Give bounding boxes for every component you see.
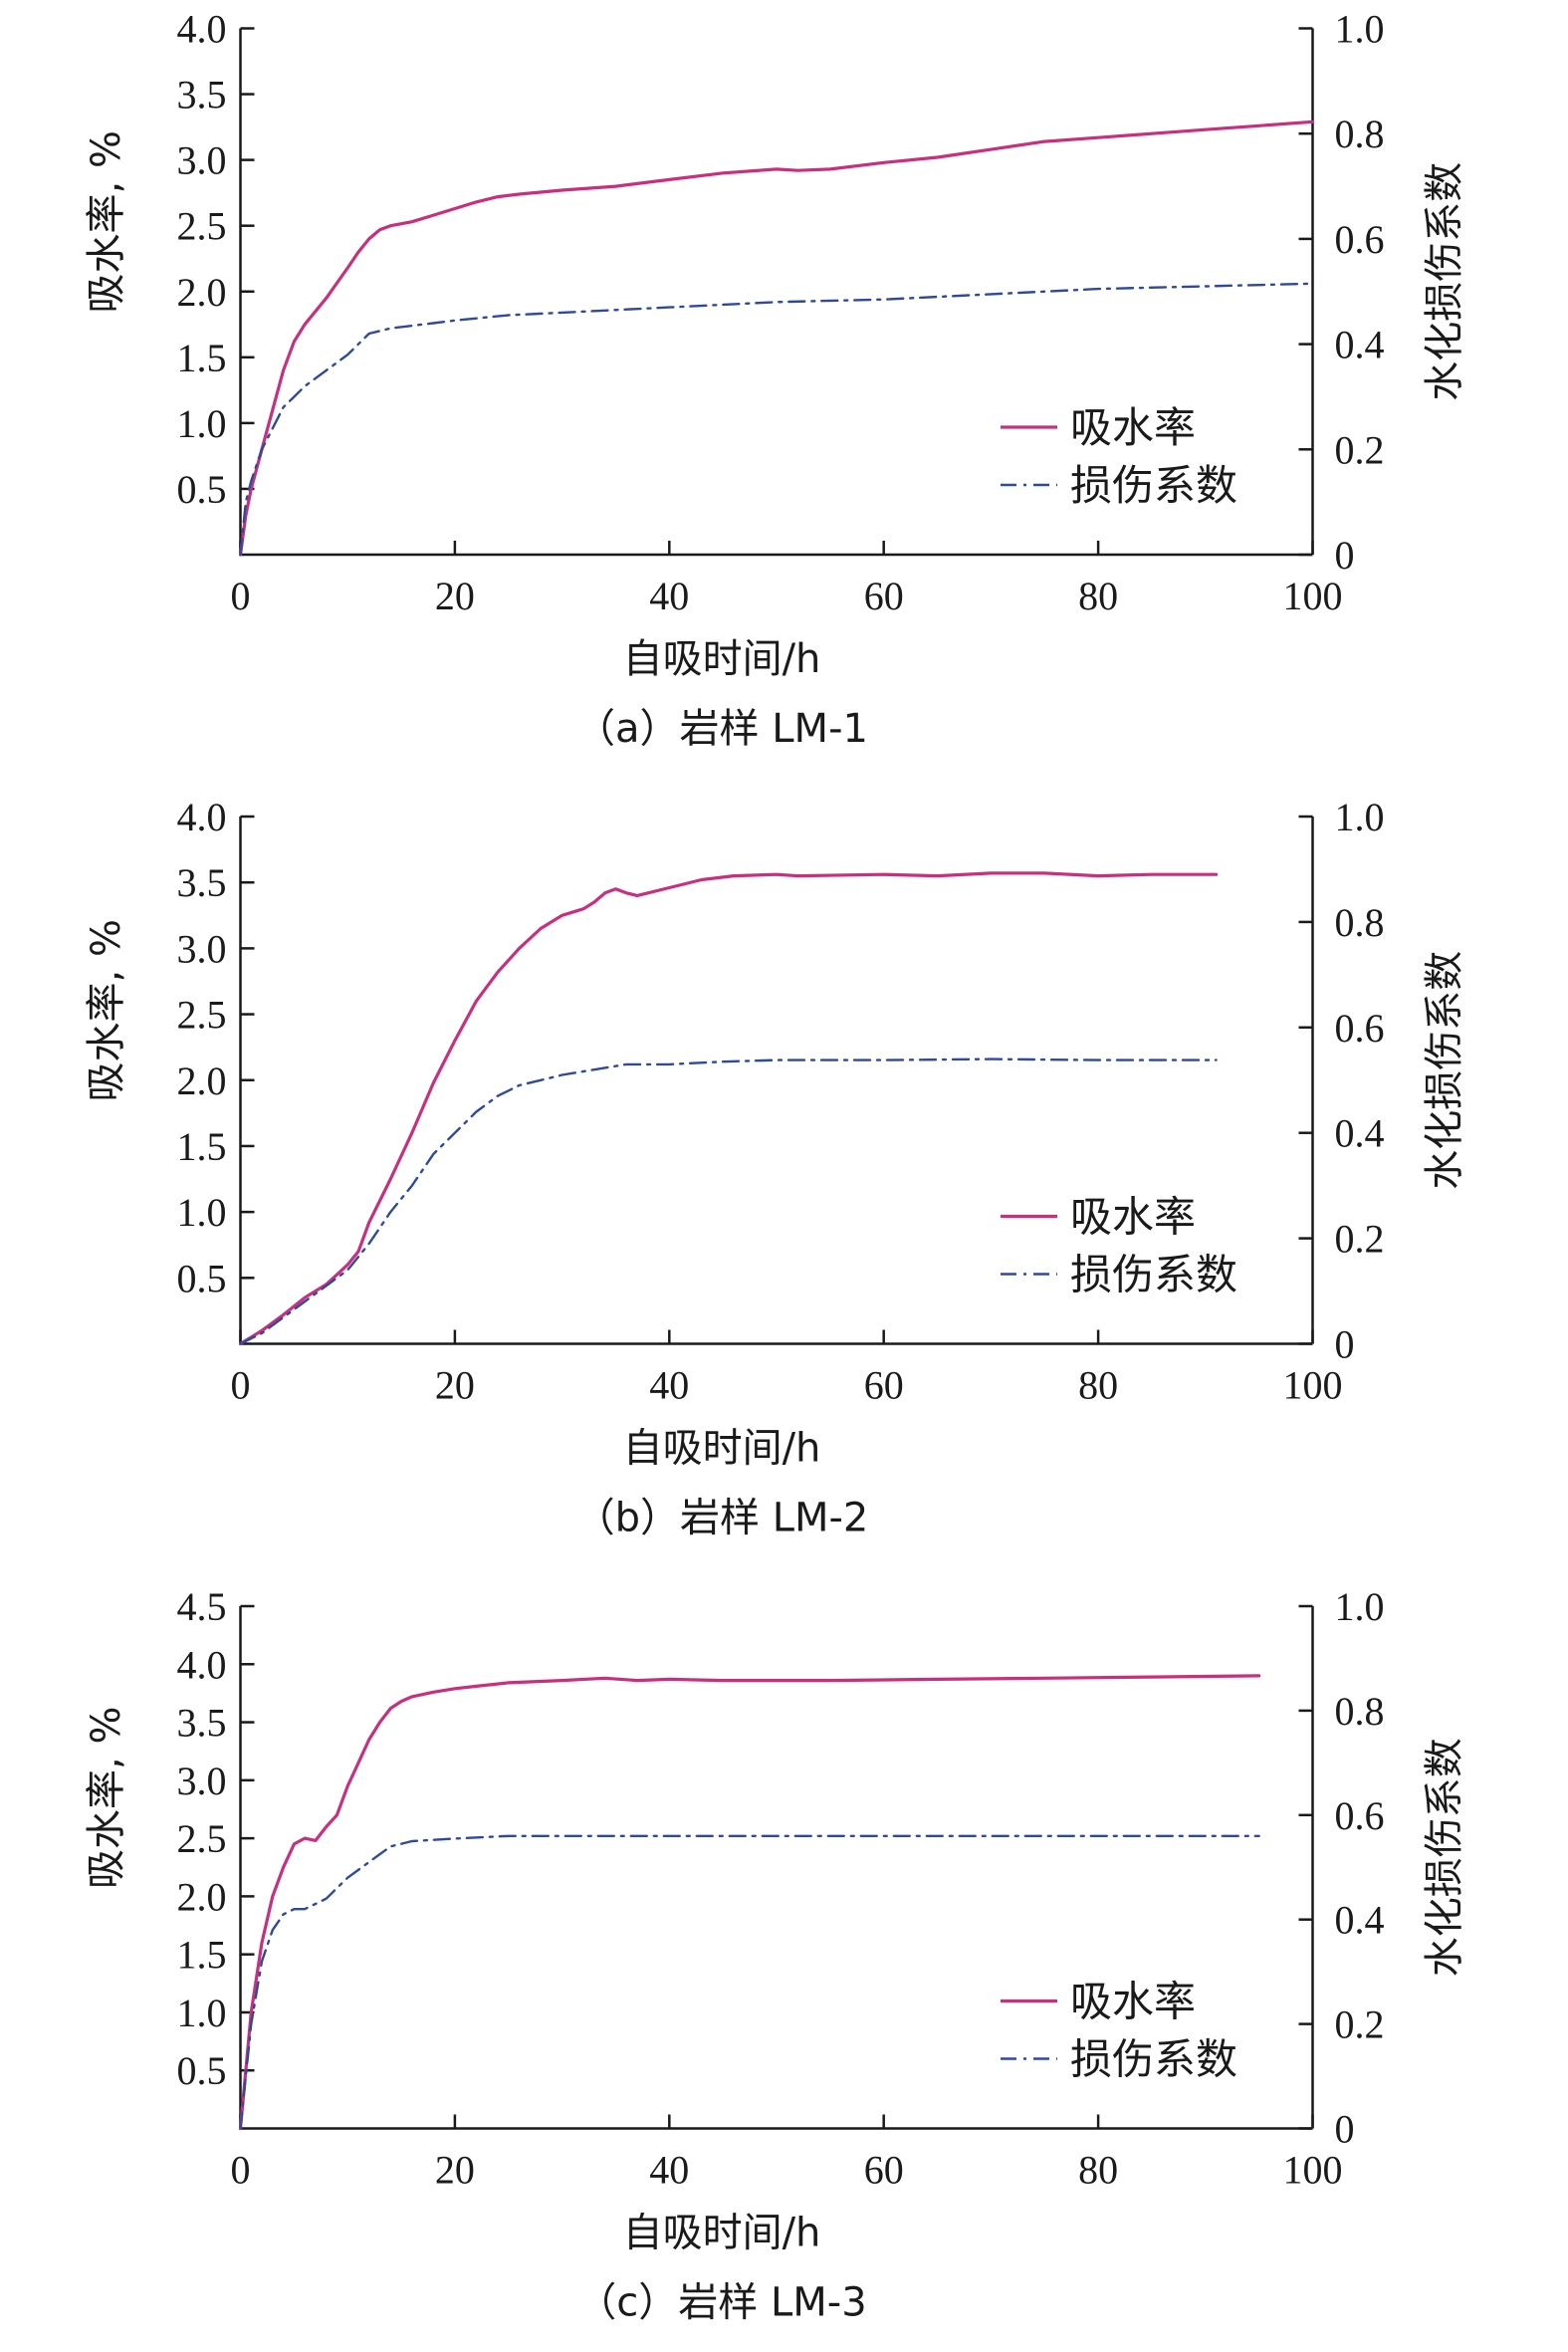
left-y-tick-label: 2.0 [177,1874,227,1919]
left-y-tick-label: 4.5 [177,1584,227,1629]
right-y-tick-label: 0.4 [1335,1111,1385,1156]
left-y-tick-label: 3.5 [177,73,227,118]
chart-panel-3: 0 20 40 60 80 100 0.5 1.0 1.5 2.0 2.5 3.0 3.5 4.0 4.5 0… [84,1584,1467,2326]
right-y-tick-label: 0.4 [1335,323,1385,367]
right-y-tick-label: 0.8 [1335,1689,1385,1734]
x-tick-label: 100 [1283,1363,1343,1408]
left-y-tick-label: 4.0 [177,1642,227,1687]
legend-label: 吸水率 [1070,1193,1196,1242]
x-tick-label: 0 [231,2148,251,2193]
right-y-axis-title: 水化损伤系数 [1422,951,1467,1190]
series-line-damage-coefficient [239,1834,1260,2130]
x-tick-label: 80 [1078,2148,1118,2193]
x-tick-label: 60 [864,1363,904,1408]
x-tick-label: 80 [1078,574,1118,618]
x-tick-label: 60 [864,574,904,618]
chart-panel-2: 0 20 40 60 80 100 0.5 1.0 1.5 2.0 2.5 3.0 3.5 4.0 0 0.2… [84,795,1467,1541]
legend-label: 吸水率 [1070,403,1196,452]
left-y-tick-label: 1.0 [177,1991,227,2035]
left-y-tick-label: 2.5 [177,204,227,249]
left-y-tick-label: 1.5 [177,1124,227,1169]
left-y-tick-label: 0.5 [177,1256,227,1300]
left-y-tick-label: 0.5 [177,467,227,512]
legend-label: 吸水率 [1070,1978,1196,2026]
x-tick-label: 0 [231,574,251,618]
left-y-tick-label: 2.5 [177,993,227,1038]
left-y-tick-label: 2.5 [177,1816,227,1861]
x-axis-title: 自吸时间/h [623,636,821,682]
right-y-tick-label: 0 [1335,533,1355,578]
right-y-tick-label: 0.6 [1335,1006,1385,1051]
right-y-tick-label: 0.8 [1335,112,1385,156]
right-y-tick-label: 0.2 [1335,427,1385,472]
left-y-tick-label: 3.5 [177,1701,227,1746]
left-y-tick-label: 0.5 [177,2048,227,2093]
x-tick-label: 20 [435,2148,475,2193]
x-tick-label: 0 [231,1363,251,1408]
right-y-tick-label: 1.0 [1335,795,1385,839]
series-line-damage-coefficient [239,282,1314,557]
right-y-tick-label: 0 [1335,1322,1355,1367]
left-y-tick-label: 3.0 [177,1759,227,1803]
left-y-axis-title: 吸水率, % [84,1707,129,1889]
left-y-tick-label: 1.0 [177,401,227,446]
x-tick-label: 20 [435,574,475,618]
series-line-water-absorption [238,871,1219,1346]
right-y-tick-label: 0.6 [1335,1793,1385,1838]
right-y-tick-label: 0.2 [1335,2002,1385,2047]
right-y-axis-title: 水化损伤系数 [1422,162,1467,401]
x-tick-label: 80 [1078,1363,1118,1408]
right-y-tick-label: 0 [1335,2107,1355,2152]
legend-label: 损伤系数 [1070,2035,1237,2084]
left-y-tick-label: 1.0 [177,1190,227,1235]
chart-panel-1: 0 20 40 60 80 100 0.5 1.0 1.5 2.0 2.5 3.0 3.5 4.0 0 0.2… [84,7,1467,753]
x-tick-label: 100 [1283,2148,1343,2193]
right-y-tick-label: 1.0 [1335,1584,1385,1629]
right-y-tick-label: 1.0 [1335,7,1385,52]
right-y-tick-label: 0.4 [1335,1898,1385,1943]
right-y-tick-label: 0.6 [1335,217,1385,262]
left-y-tick-label: 3.0 [177,926,227,971]
left-y-tick-label: 4.0 [177,795,227,839]
left-y-axis-title: 吸水率, % [84,130,129,313]
right-y-tick-label: 0.2 [1335,1217,1385,1262]
series-line-water-absorption [238,119,1315,557]
series-line-water-absorption [238,1674,1261,2131]
x-axis-title: 自吸时间/h [623,2211,821,2256]
x-axis-title: 自吸时间/h [623,1426,821,1472]
left-y-tick-label: 3.0 [177,138,227,183]
right-y-axis-title: 水化损伤系数 [1422,1738,1467,1977]
legend-label: 损伤系数 [1070,1251,1237,1299]
left-y-axis-title: 吸水率, % [84,919,129,1101]
legend-label: 损伤系数 [1070,461,1237,510]
x-tick-label: 40 [649,1363,689,1408]
left-y-tick-label: 1.5 [177,1933,227,1978]
x-tick-label: 100 [1283,574,1343,618]
left-y-tick-label: 2.0 [177,1058,227,1103]
x-tick-label: 20 [435,1363,475,1408]
series-line-damage-coefficient [239,1058,1218,1345]
x-tick-label: 40 [649,2148,689,2193]
left-y-tick-label: 2.0 [177,270,227,315]
x-tick-label: 40 [649,574,689,618]
right-y-tick-label: 0.8 [1335,900,1385,945]
x-tick-label: 60 [864,2148,904,2193]
left-y-tick-label: 1.5 [177,336,227,380]
panel-caption: （a）岩样 LM-1 [575,706,868,752]
left-y-tick-label: 3.5 [177,860,227,905]
left-y-tick-label: 4.0 [177,7,227,52]
panel-caption: （b）岩样 LM-2 [575,1496,869,1541]
panel-caption: （c）岩样 LM-3 [576,2280,866,2326]
